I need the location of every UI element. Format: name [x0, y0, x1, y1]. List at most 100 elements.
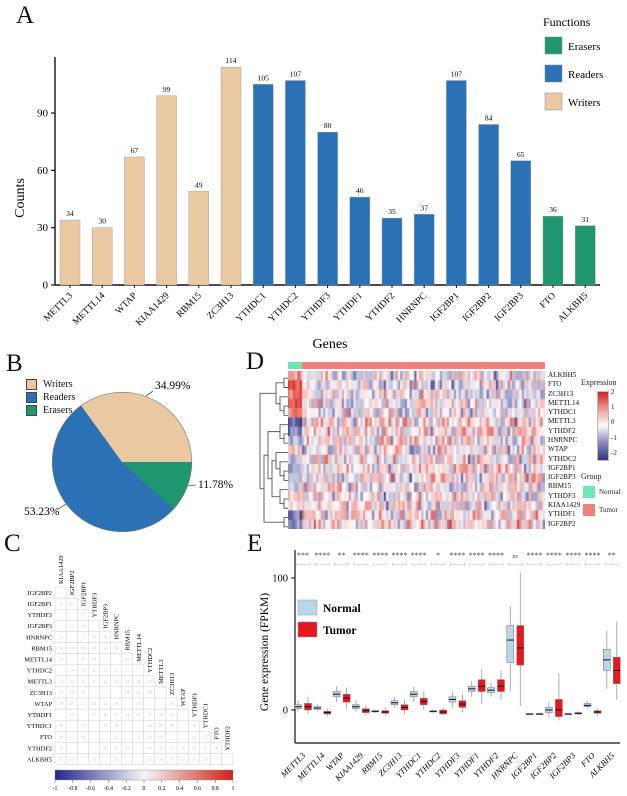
pie-legend-swatch [26, 392, 37, 403]
corr-cell [54, 664, 67, 676]
gene-label: YTHDF3 [300, 291, 333, 324]
corr-value: .54 [125, 680, 130, 684]
heatmap-row-label: RBM15 [548, 482, 572, 491]
corr-value: .13 [125, 669, 130, 673]
sig-bracket [295, 563, 311, 566]
dendrogram [259, 377, 288, 528]
bar-KIAA1429 [156, 95, 177, 286]
bar-value-label: 36 [549, 205, 557, 214]
corr-cell [132, 720, 144, 732]
corr-row-label: YTHDC2 [27, 668, 52, 675]
heatmap-row-label: WTAP [548, 445, 568, 454]
gene-label: ZC3H13 [206, 291, 237, 322]
corr-value: .18 [103, 635, 108, 639]
sig-bracket [392, 563, 407, 566]
sig-star: * [436, 551, 440, 560]
corr-value: .59 [92, 635, 97, 639]
heatmap-row-labels: ALKBH5 FTO ZC3H13 METTL14 YTHDC1 METTL3 YTHDF2… [548, 371, 623, 529]
corr-cell [121, 731, 133, 743]
corr-row-label: IGF2BP1 [27, 601, 52, 608]
gene-label: IGF2BP2 [461, 291, 494, 324]
corr-value: .35 [81, 624, 86, 628]
corr-value: .33 [214, 757, 219, 761]
sig-star: **** [546, 551, 562, 560]
sig-bracket [469, 563, 485, 566]
corr-cell [110, 686, 122, 699]
corr-value: .52 [69, 757, 74, 761]
y-tick-label: 0 [283, 706, 288, 717]
group-legend-title: Group [581, 472, 602, 481]
x-axis-title: Genes [313, 337, 348, 352]
pie-label-line [187, 484, 197, 487]
corr-row-label: YTHDF1 [28, 712, 53, 719]
corr-col-label: METTL14 [136, 633, 143, 661]
corr-cell [110, 653, 122, 665]
pie-labels: 34.99% 11.78% 53.23% [24, 380, 233, 518]
heatmap-row-label: KIAA1429 [548, 500, 581, 509]
corr-col-label: WTAP [180, 688, 187, 706]
corr-value: .52 [114, 669, 119, 673]
gene-label: HNRNPC [395, 291, 429, 325]
panel-a-letter: A [16, 2, 35, 29]
bar-value-label: 80 [324, 121, 332, 130]
corr-value: .44 [92, 658, 97, 662]
y-tick-label: 90 [37, 108, 49, 120]
corr-col-label: ZC3H13 [169, 673, 176, 695]
corr-colorbar-tick-label: -1 [53, 786, 58, 792]
corr-colorbar-tick-label: 0.4 [176, 786, 183, 792]
group-swatch-Tumor [583, 504, 595, 516]
corr-cell [88, 686, 100, 699]
corr-value: .13 [58, 680, 63, 684]
corr-value: .56 [81, 658, 86, 662]
corr-value: .26 [103, 713, 108, 717]
corr-colorbar-tick-label: -0.4 [104, 786, 113, 792]
corr-value: .28 [136, 691, 141, 695]
corr-value: .34 [158, 757, 163, 761]
corr-cell [154, 686, 167, 699]
corr-value: .46 [58, 735, 63, 739]
corr-cell [65, 609, 78, 621]
corr-value: .27 [114, 746, 119, 750]
corr-value: .53 [81, 635, 86, 639]
corr-cell [176, 731, 189, 743]
gene-label: IGF2BP3 [493, 291, 526, 324]
corr-value: .18 [169, 724, 174, 728]
sig-star: *** [297, 551, 309, 560]
gene-label: RBM15 [175, 291, 204, 320]
corr-value: .27 [136, 713, 141, 717]
corr-value: .15 [81, 724, 86, 728]
bar-value-label: 35 [388, 207, 396, 216]
corr-row-label: ALKBH5 [27, 756, 52, 763]
corr-cell [99, 686, 111, 699]
bar-value-label: 30 [98, 217, 106, 226]
corr-row-label: FTO [40, 734, 52, 741]
corr-cell [77, 753, 89, 765]
box [497, 679, 505, 692]
corr-cell [88, 620, 100, 632]
gene-label: YTHDF2 [364, 291, 397, 324]
corr-cell [221, 753, 233, 765]
corr-row-label: YTHDF2 [28, 745, 53, 752]
corr-cell [121, 753, 133, 765]
corr-value: .29 [58, 658, 63, 662]
corr-value: .40 [147, 746, 152, 750]
sig-star: **** [392, 551, 408, 560]
corr-cell [154, 697, 167, 710]
corr-cell [54, 708, 67, 721]
bar-YTHDF1 [349, 196, 370, 286]
bar-value-label: 34 [66, 209, 74, 218]
corr-cell [99, 731, 111, 743]
corr-value: .24 [158, 713, 163, 717]
corr-value: .32 [58, 635, 63, 639]
pie-chart-functions [52, 392, 192, 532]
bar-YTHDC2 [285, 80, 306, 286]
gene-label: WTAP [114, 291, 140, 317]
legend-swatch-Normal [297, 599, 318, 616]
corr-value: .12 [58, 691, 63, 695]
corr-row-label: WTAP [34, 701, 52, 708]
sig-bracket [507, 563, 523, 566]
corr-colorbar-tick-label: 0 [143, 786, 146, 792]
corr-cell [88, 731, 100, 743]
corr-value: .58 [114, 724, 119, 728]
